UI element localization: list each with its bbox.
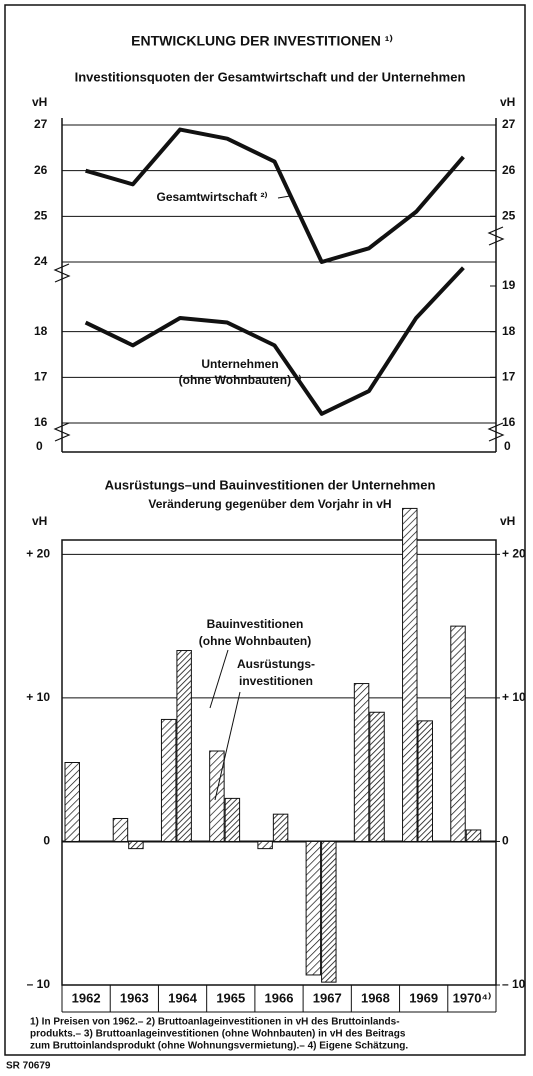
y2-tick-label: 17 <box>502 370 516 384</box>
chart-title: Investitionsquoten der Gesamtwirtschaft … <box>75 69 466 84</box>
axis-breaks <box>53 226 505 442</box>
bar <box>112 817 129 842</box>
y-tick-label: 27 <box>34 117 48 131</box>
annotation: (ohne Wohnbauten) ³⁾ <box>179 373 302 387</box>
y2-tick-label: 0 <box>502 834 509 848</box>
bar <box>417 720 433 842</box>
y2-tick-label: 18 <box>502 324 516 338</box>
bar <box>224 797 241 842</box>
x-tick-label: 1964 <box>168 990 198 1005</box>
x-tick-label: 1965 <box>216 990 245 1005</box>
y-tick-label: 0 <box>36 439 43 453</box>
bar <box>128 840 144 850</box>
y-tick-label: – 10 <box>27 977 51 991</box>
chart-title: Ausrüstungs–und Bauinvestitionen der Unt… <box>105 477 436 492</box>
y2-tick-label: 25 <box>502 209 516 223</box>
line <box>85 127 465 264</box>
bar <box>176 650 192 842</box>
y-tick-label: + 20 <box>26 547 50 561</box>
x-tick-label: 1968 <box>361 990 390 1005</box>
bar <box>64 762 80 842</box>
y-label: vH <box>32 95 47 109</box>
footnote: produkts.– 3) Bruttoanlageinvestitionen … <box>30 1029 406 1040</box>
y-tick-label: 24 <box>34 254 48 268</box>
y2-tick-label: 16 <box>502 415 516 429</box>
annotation: Gesamtwirtschaft ²⁾ <box>157 190 268 204</box>
line <box>84 266 465 416</box>
bar <box>369 711 385 842</box>
x-tick-label: 1970⁴⁾ <box>453 990 492 1005</box>
y2-label: vH <box>500 514 515 528</box>
x-tick-label: 1967 <box>313 990 342 1005</box>
annotation: (ohne Wohnbauten) <box>199 634 311 648</box>
y-tick-label: 16 <box>34 415 48 429</box>
y-tick-label: 25 <box>34 209 48 223</box>
leader <box>277 195 291 199</box>
footnote: 1) In Preisen von 1962.– 2) Bruttoanlage… <box>30 1017 400 1028</box>
bar <box>257 840 273 850</box>
y-tick-label: 17 <box>34 370 48 384</box>
frame <box>4 4 526 1056</box>
footnote: zum Bruttoinlandsprodukt (ohne Wohnungsv… <box>30 1041 408 1052</box>
y-tick-label: 0 <box>43 834 50 848</box>
y-tick-label: 18 <box>34 324 48 338</box>
x-tick-label: 1969 <box>409 990 438 1005</box>
y2-tick-label: 19 <box>502 278 516 292</box>
leader <box>214 691 241 801</box>
bar <box>305 840 322 976</box>
bar <box>465 829 482 842</box>
x-tick-label: 1966 <box>265 990 294 1005</box>
y2-tick-label: 26 <box>502 163 516 177</box>
y2-tick-label: 27 <box>502 117 516 131</box>
annotation: Unternehmen <box>201 357 278 371</box>
bar <box>209 750 225 842</box>
y2-label: vH <box>500 95 515 109</box>
y2-tick-label: + 20 <box>502 547 526 561</box>
bar <box>402 507 418 842</box>
annotation: Ausrüstungs- <box>237 657 315 671</box>
y-tick-label: 26 <box>34 163 48 177</box>
annotation: investitionen <box>239 674 313 688</box>
y-tick-label: + 10 <box>26 690 50 704</box>
bar <box>272 813 289 842</box>
code: SR 70679 <box>6 1061 51 1072</box>
bar <box>321 840 337 983</box>
x-tick-label: 1962 <box>72 990 101 1005</box>
y-tick-label: 0 <box>504 439 511 453</box>
leader <box>209 649 229 709</box>
chart-subtitle: Veränderung gegenüber dem Vorjahr in vH <box>148 497 391 511</box>
bar <box>353 683 370 842</box>
x-tick-label: 1963 <box>120 990 149 1005</box>
bar <box>450 625 466 842</box>
y2-tick-label: + 10 <box>502 690 526 704</box>
bar <box>160 718 177 842</box>
title: ENTWICKLUNG DER INVESTITIONEN ¹⁾ <box>131 33 393 49</box>
annotation: Bauinvestitionen <box>207 617 304 631</box>
y-label: vH <box>32 514 47 528</box>
y2-tick-label: – 10 <box>502 977 526 991</box>
